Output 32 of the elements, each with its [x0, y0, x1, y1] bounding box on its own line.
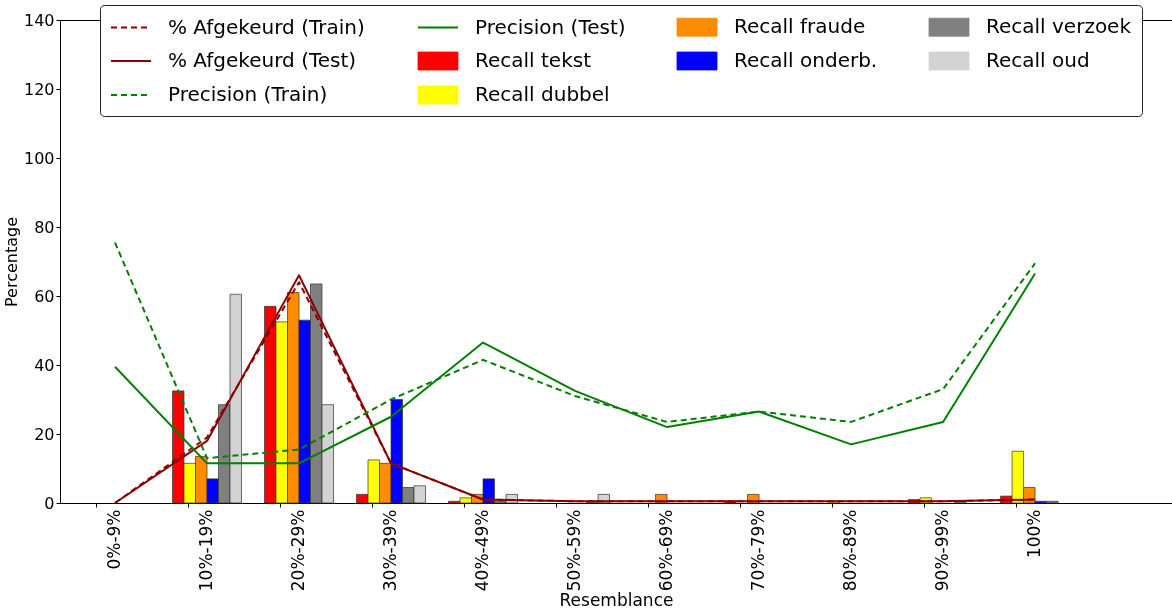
legend-label: Recall verzoek [986, 14, 1132, 39]
x-tick-label: 30%-39% [380, 509, 401, 592]
legend-label: % Afgekeurd (Train) [168, 14, 365, 39]
y-tick-label: 100 [23, 148, 55, 168]
legend-label: Recall fraude [734, 14, 866, 39]
y-tick-label: 0 [44, 493, 55, 513]
legend-label: % Afgekeurd (Test) [168, 48, 357, 72]
legend-label: Precision (Train) [168, 82, 328, 106]
x-tick-label: 40%-49% [472, 509, 493, 592]
x-tick-label: 60%-69% [656, 509, 677, 592]
y-tick-label: 120 [23, 79, 55, 99]
y-tick-label: 80 [34, 217, 55, 237]
line-series [114, 241, 1037, 460]
x-tick-label: 90%-99% [932, 509, 953, 592]
legend-label: Recall oud [986, 48, 1090, 72]
x-tick-label: 50%-59% [564, 509, 585, 592]
x-tick-label: 0%-9% [104, 509, 124, 570]
y-tick-label: 40 [34, 355, 55, 375]
y-tick-label: 60 [34, 286, 55, 306]
x-tick-label: 20%-29% [288, 509, 309, 592]
x-axis-title: Resemblance [559, 590, 674, 611]
x-tick-label: 10%-19% [196, 509, 216, 592]
legend-label: Recall tekst [475, 48, 592, 72]
x-tick-label: 80%-89% [840, 509, 861, 592]
y-tick-label: 140 [23, 10, 55, 30]
x-tick-label: 70%-79% [748, 509, 769, 592]
y-tick-label: 20 [34, 424, 55, 444]
legend-label: Precision (Test) [475, 14, 626, 39]
x-tick-label: 100% [1024, 509, 1045, 559]
legend-label: Recall dubbel [475, 82, 610, 106]
legend-label: Recall onderb. [734, 48, 878, 72]
y-axis-title: Percentage [1, 216, 21, 308]
